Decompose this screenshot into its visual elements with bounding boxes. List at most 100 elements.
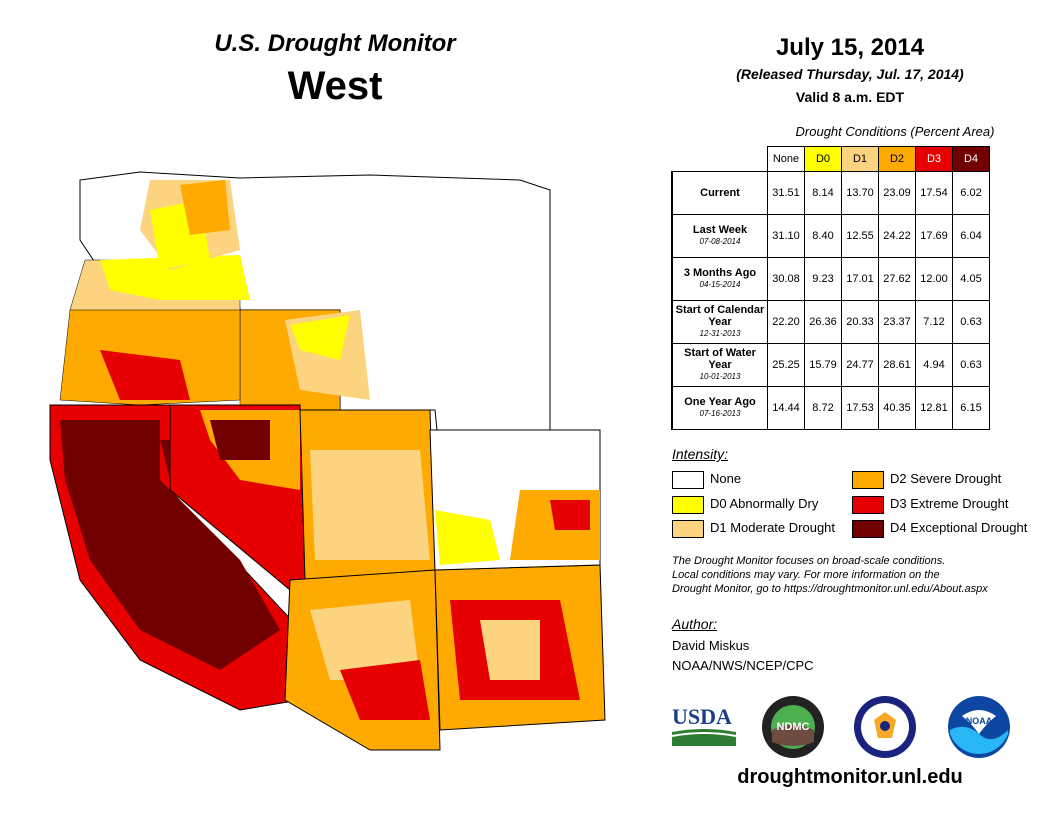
valid-time: Valid 8 a.m. EDT [795,89,905,105]
legend-swatch [852,470,884,489]
table-cell: 40.35 [878,386,916,430]
col-header-d4: D4 [952,146,990,172]
legend-label: D2 Severe Drought [890,471,1002,486]
table-cell: 20.33 [841,300,879,344]
table-cell: 8.40 [804,214,842,258]
legend-swatch [672,470,704,489]
table-cell: 9.23 [804,257,842,301]
table-cell: 23.37 [878,300,916,344]
row-label-text: Start of Water Year [684,347,756,371]
commerce-seal-logo [854,696,916,758]
row-label-text: Start of Calendar Year [675,304,765,328]
website-link[interactable]: droughtmonitor.unl.edu [737,766,963,788]
table-cell: 14.44 [767,386,805,430]
legend-label: D4 Exceptional Drought [890,520,1028,535]
table-row: Start of Calendar Year 12-31-2013 22.20 26.… [671,300,990,344]
table-cell: 24.22 [878,214,916,258]
table-cell: 8.72 [804,386,842,430]
legend-swatch [672,495,704,514]
table-cell: 26.36 [804,300,842,344]
row-label-date: 10-01-2013 [699,372,741,381]
row-label: Current [671,171,768,215]
col-header-d2: D2 [878,146,916,172]
table-cell: 23.09 [878,171,916,215]
table-cell: 12.55 [841,214,879,258]
map-title: U.S. Drought Monitor [214,30,456,57]
table-row: One Year Ago 07-16-2013 14.44 8.72 17.53 40.3… [671,386,990,430]
author-name: David Miskus [672,638,750,653]
col-header-d3: D3 [915,146,953,172]
table-cell: 15.79 [804,343,842,387]
table-cell: 30.08 [767,257,805,301]
col-header-d0: D0 [804,146,842,172]
row-label-text: One Year Ago [684,396,756,408]
table-cell: 13.70 [841,171,879,215]
table-cell: 0.63 [952,300,990,344]
table-cell: 27.62 [878,257,916,301]
col-header-none: None [767,146,805,172]
map-land [49,171,606,751]
table-cell: 31.10 [767,214,805,258]
table-cell: 24.77 [841,343,879,387]
drought-map [49,171,606,751]
table-body: Current 31.51 8.14 13.70 23.09 17.54 6.02 Last … [671,171,990,430]
table-corner [672,147,768,172]
row-label: Last Week 07-08-2014 [671,214,768,258]
table-cell: 8.14 [804,171,842,215]
table-cell: 0.63 [952,343,990,387]
table-cell: 17.53 [841,386,879,430]
usda-logo: USDA [671,704,737,746]
legend-item-d0: D0 Abnormally Dry [672,495,818,514]
release-date: (Released Thursday, Jul. 17, 2014) [736,66,964,82]
author-org: NOAA/NWS/NCEP/CPC [672,658,814,673]
row-label-text: Last Week [692,224,748,236]
table-cell: 12.81 [915,386,953,430]
date-title: July 15, 2014 [775,34,925,61]
row-label-date: 04-15-2014 [699,280,741,289]
disclaimer-line: The Drought Monitor focuses on broad-sca… [672,555,946,567]
usda-logo-text: USDA [672,704,732,729]
table-cell: 17.69 [915,214,953,258]
table-cell: 17.01 [841,257,879,301]
table-cell: 28.61 [878,343,916,387]
noaa-logo: NOAA [948,696,1010,758]
ndmc-logo-text: NDMC [777,721,810,733]
row-label: 3 Months Ago 04-15-2014 [671,257,768,301]
table-cell: 12.00 [915,257,953,301]
table-cell: 6.02 [952,171,990,215]
table-cell: 6.04 [952,214,990,258]
table-cell: 17.54 [915,171,953,215]
table-row: 3 Months Ago 04-15-2014 30.08 9.23 17.01 27.6… [671,257,990,301]
legend-item-none: None [672,470,742,489]
legend-swatch [672,519,704,538]
table-row: Start of Water Year 10-01-2013 25.25 15.79 2… [671,343,990,387]
drought-stats-table: None D0 D1 D2 D3 D4 Current 31.51 8.14 13.7… [671,146,990,430]
row-label: Start of Calendar Year 12-31-2013 [671,300,768,344]
legend-label: D1 Moderate Drought [710,520,836,535]
legend-item-d3: D3 Extreme Drought [852,495,1009,514]
region-title: West [287,64,383,108]
table-cell: 6.15 [952,386,990,430]
table-row: Current 31.51 8.14 13.70 23.09 17.54 6.02 [671,171,990,215]
table-cell: 4.94 [915,343,953,387]
ndmc-logo: NDMC [762,696,824,758]
table-row: Last Week 07-08-2014 31.10 8.40 12.55 24.22 17… [671,214,990,258]
row-label-text: 3 Months Ago [683,267,757,279]
table-cell: 25.25 [767,343,805,387]
table-cell: 31.51 [767,171,805,215]
legend-label: None [710,471,742,486]
row-label-date: 12-31-2013 [699,329,741,338]
row-label: One Year Ago 07-16-2013 [671,386,768,430]
legend-item-d2: D2 Severe Drought [852,470,1002,489]
table-cell: 4.05 [952,257,990,301]
row-label-date: 07-16-2013 [699,409,741,418]
row-label-text: Current [700,187,740,199]
disclaimer-line: Local conditions may vary. For more info… [672,569,940,581]
author-label: Author: [672,616,718,632]
noaa-logo-text: NOAA [966,716,993,726]
disclaimer-text: The Drought Monitor focuses on broad-sca… [672,554,1042,596]
legend-item-d4: D4 Exceptional Drought [852,519,1028,538]
row-label: Start of Water Year 10-01-2013 [671,343,768,387]
legend-swatch [852,495,884,514]
legend-label: D3 Extreme Drought [890,496,1009,511]
